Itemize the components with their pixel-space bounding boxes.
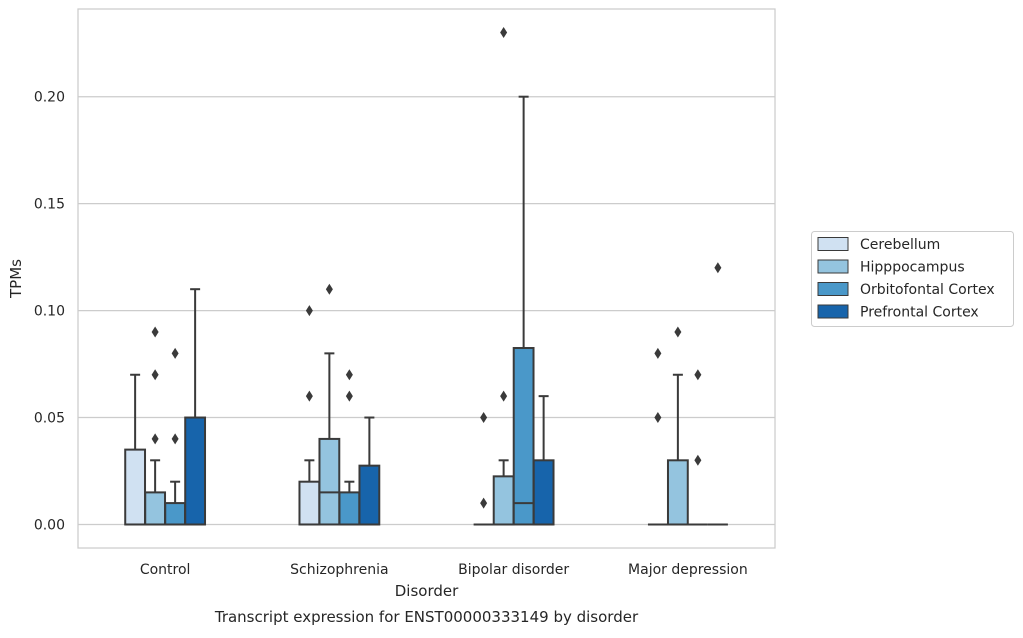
legend-label: Prefrontal Cortex [860,305,979,321]
box-group [647,347,668,526]
box [318,437,341,526]
box [144,491,167,526]
box [492,475,515,526]
box-series [124,27,728,526]
legend-swatch [817,282,849,296]
outlier-point [714,262,722,274]
outlier-point [480,497,488,509]
outlier-point [325,283,333,295]
box [124,448,147,526]
box-group [512,95,535,526]
legend-label: Hipppocampus [860,260,965,276]
legend-frame [811,231,1014,327]
box-group [473,412,494,526]
box [338,491,361,526]
y-tick-label: 0.20 [34,90,65,106]
series-3 [184,262,728,526]
x-tick-label: Major depression [628,562,748,578]
box-group [318,283,341,526]
box-group [687,369,708,526]
box-group [338,369,361,526]
outlier-point [500,27,508,39]
outlier-point [305,390,313,402]
y-tick-label: 0.00 [34,517,65,533]
legend-label: Orbitofontal Cortex [860,282,995,298]
box-group [164,347,187,526]
legend-swatch [817,259,849,274]
legend-label: Cerebellum [860,237,940,253]
box [358,464,381,526]
box-group [184,288,207,526]
series-2 [164,95,708,526]
x-tick-labels: Control Schizophrenia Bipolar disorder Majo… [140,562,748,578]
outlier-point [654,347,662,359]
outlier-point [694,369,702,381]
x-tick-label: Control [140,562,191,578]
outlier-point [674,326,682,338]
box-group [707,262,728,526]
box-group [358,416,381,526]
box-group [666,326,689,526]
series-0 [124,305,668,526]
legend: Cerebellum Hipppocampus Orbitofontal Corte… [811,231,1014,327]
box [532,459,555,526]
series-1 [144,27,689,526]
box-group [124,373,147,526]
outlier-point [694,454,702,466]
outlier-point [654,412,662,424]
box-group [532,395,555,526]
box [666,459,689,526]
x-tick-label: Bipolar disorder [458,562,569,578]
y-axis-title: TPMs [7,259,25,299]
x-tick-label: Schizophrenia [290,562,388,578]
y-tick-labels: 0.00 0.05 0.10 0.15 0.20 [34,90,65,534]
outlier-point [151,433,159,445]
x-axis-title: Disorder [395,582,459,600]
outlier-point [151,326,159,338]
box [298,480,321,526]
y-tick-label: 0.15 [34,197,65,213]
box [164,502,187,526]
outlier-point [345,390,353,402]
y-tick-label: 0.05 [34,411,65,427]
outlier-point [151,369,159,381]
y-tick-label: 0.10 [34,304,65,320]
legend-swatch [817,237,849,251]
legend-swatch [817,304,849,319]
plot-frame [77,8,776,549]
outlier-point [345,369,353,381]
box-group [144,326,167,526]
outlier-point [171,433,179,445]
chart-caption: Transcript expression for ENST0000033314… [214,608,639,626]
box [184,416,207,526]
outlier-point [500,390,508,402]
outlier-point [305,305,313,317]
box [512,347,535,526]
outlier-point [171,347,179,359]
outlier-point [480,412,488,424]
